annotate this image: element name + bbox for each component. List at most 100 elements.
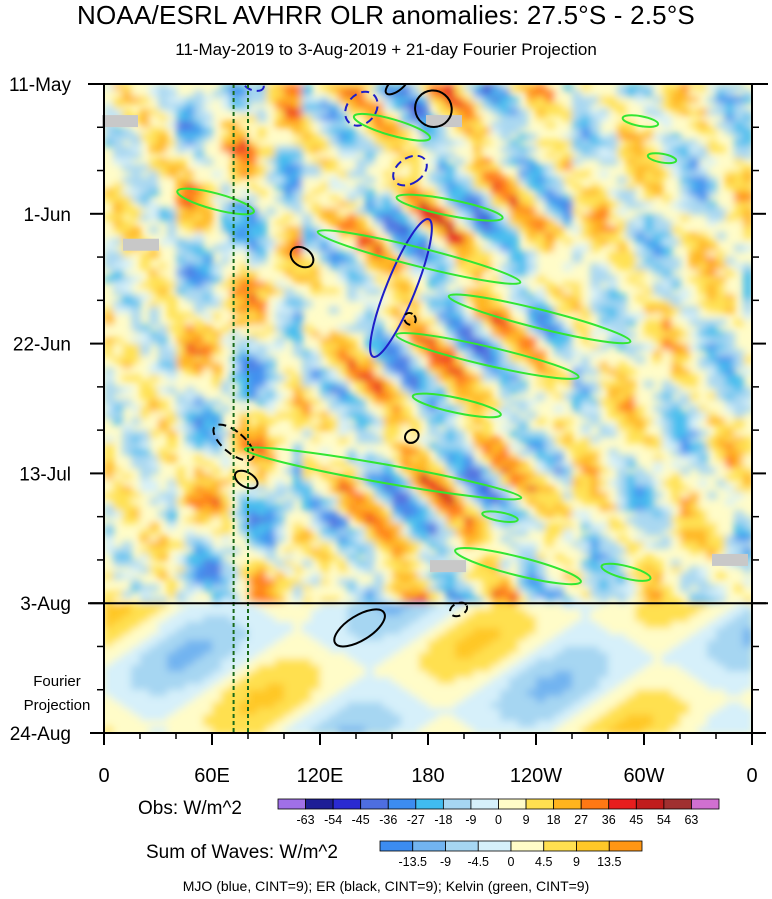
colorbar-level-label: 63 [684,813,698,827]
er-contour [449,601,469,618]
colorbar-swatch [553,798,582,810]
x-tick-label: 120E [297,765,344,787]
er-contours [212,84,469,648]
missing-data-patch [102,115,138,128]
chart-title: NOAA/ESRL AVHRR OLR anomalies: 27.5°S - … [77,0,695,30]
colorbar-level-label: -4.5 [467,855,489,869]
colorbar-swatch [510,840,545,852]
y-tick-label: 3-Aug [20,594,71,615]
colorbar-swatch [360,798,389,810]
x-tick-label: 120W [510,765,562,787]
kelvin-contour [621,114,660,128]
colorbar-swatch [608,798,637,810]
mjo-contours [242,84,433,358]
colorbar-level-label: 9 [573,855,580,869]
colorbar-swatch [525,798,555,810]
missing-data-patch [712,553,748,566]
fourier-label-line-1: Fourier [33,673,81,690]
mjo-contour [369,217,433,358]
colorbar-swatch [415,798,444,810]
colorbar-level-label: -9 [465,813,476,827]
mjo-contour [242,84,265,92]
er-contour [212,423,255,462]
kelvin-contour [395,193,504,222]
colorbar-swatch [470,798,499,810]
colorbar-level-label: -45 [352,813,370,827]
colorbar-swatch [477,840,512,852]
colorbar-level-label: -27 [407,813,425,827]
missing-data-patch [426,115,462,128]
y-tick-label: 1-Jun [23,205,71,226]
colorbar-swatch [691,798,720,810]
colorbar-swatch [498,798,527,810]
kelvin-contour [454,547,582,586]
kelvin-contour [447,293,632,345]
kelvin-contour [243,446,523,501]
kelvin-contour [316,229,522,285]
colorbar-level-label: -36 [379,813,397,827]
x-tick-label: 0 [746,765,757,787]
y-tick-label: 24-Aug [10,724,71,745]
colorbar-level-label: 0 [508,855,515,869]
colorbar-level-label: -9 [440,855,451,869]
colorbar-level-label: -54 [324,813,342,827]
missing-data-patch [430,560,466,573]
er-contour [333,608,386,648]
colorbar-swatch [580,798,610,810]
kelvin-contour [481,510,519,523]
y-tick-label: 11-May [9,75,71,96]
axes: 0 60E 120E 180 120W 60W 0 11-May 1-Jun 22-Jun 13-J… [9,75,766,787]
colorbar-swatch [305,798,334,810]
colorbar-level-label: 27 [574,813,588,827]
colorbar-swatch [543,840,577,852]
x-tick-label: 60W [623,765,664,787]
obs-colorbar-label: Obs: W/m^2 [138,798,242,819]
colorbar-level-label: 18 [547,813,561,827]
mjo-contour [344,90,379,127]
colorbar-swatch [635,798,665,810]
er-contour [384,84,411,96]
x-tick-label: 60E [194,765,230,787]
colorbar-swatch [576,840,610,852]
colorbar-swatch [608,840,643,852]
er-contour [289,245,315,269]
x-tick-label: 0 [98,765,109,787]
colorbar-swatch [442,798,472,810]
er-contour [414,89,453,128]
colorbars: -63 -54 -45 -36 -27 -18 -9 0 9 18 27 36 45 54 63-13.5-… [277,798,720,869]
kelvin-contour [352,112,432,142]
y-tick-label: 22-Jun [13,335,71,356]
sum-of-waves-colorbar-label: Sum of Waves: W/m^2 [146,842,338,863]
kelvin-contour [411,392,502,419]
colorbar-level-label: 13.5 [597,855,621,869]
fourier-label-line-2: Projection [23,697,91,714]
kelvin-contour [646,152,678,165]
missing-data-patches [102,115,748,573]
colorbar-level-label: 54 [657,813,671,827]
colorbar-level-label: -18 [434,813,452,827]
colorbar-level-label: 45 [629,813,643,827]
colorbar-swatch [663,798,692,810]
colorbar-swatch [387,798,417,810]
colorbar-swatch [379,840,414,852]
fourier-projection-label: Fourier Projection [2,670,112,718]
y-tick-label: 13-Jul [19,464,71,485]
colorbar-level-label: -63 [297,813,315,827]
er-contour [233,469,259,490]
sum-of-waves-colorbar: -13.5 -9 -4.5 0 4.5 9 13.5 [379,840,643,869]
colorbar-level-label: 9 [523,813,530,827]
chart-subtitle: 11-May-2019 to 3-Aug-2019 + 21-day Fouri… [175,40,597,59]
colorbar-swatch [445,840,479,852]
er-contour [404,428,420,444]
colorbar-swatch [412,840,446,852]
olr-anomaly-field [104,84,752,733]
colorbar-swatch [277,798,306,810]
colorbar-level-label: 36 [602,813,616,827]
kelvin-contour [395,332,580,380]
obs-colorbar: -63 -54 -45 -36 -27 -18 -9 0 9 18 27 36 45 54 63 [277,798,720,827]
kelvin-contour [600,562,652,582]
wave-contours [176,84,678,648]
colorbar-level-label: -13.5 [399,855,428,869]
kelvin-contours [176,112,678,586]
